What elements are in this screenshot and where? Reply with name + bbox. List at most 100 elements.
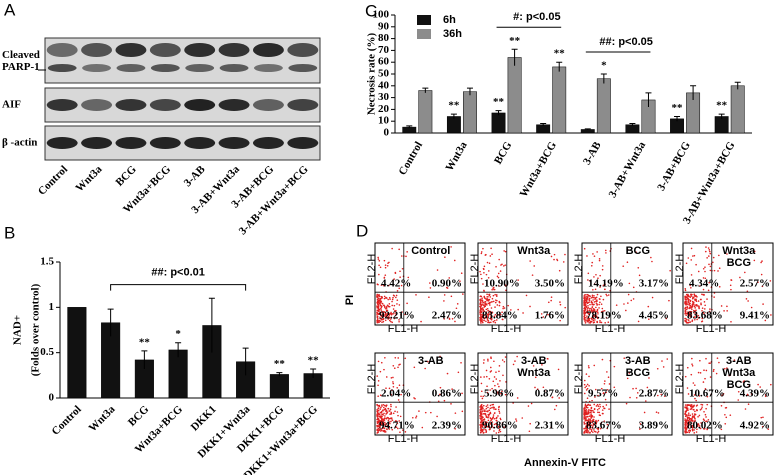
event-dot	[583, 427, 585, 430]
event-dot	[490, 314, 492, 316]
event-dot	[498, 304, 501, 307]
channel-label: FL2-H	[469, 364, 481, 395]
event-dot	[487, 276, 490, 279]
event-dot	[420, 362, 422, 365]
event-dot	[485, 312, 487, 314]
y-tick-label: 70	[378, 44, 390, 56]
event-dot	[587, 430, 590, 432]
plot-frame	[374, 352, 466, 436]
event-dot	[720, 428, 723, 431]
event-dot	[382, 424, 385, 427]
event-dot	[626, 261, 629, 264]
event-dot	[737, 399, 740, 401]
event-dot	[599, 274, 601, 277]
event-dot	[702, 267, 705, 270]
event-dot	[684, 423, 686, 426]
event-dot	[592, 308, 595, 310]
event-dot	[688, 295, 690, 298]
event-dot	[584, 409, 586, 411]
event-dot	[454, 412, 457, 414]
event-dot	[484, 297, 486, 300]
event-dot	[387, 318, 390, 320]
event-dot	[404, 313, 406, 316]
quadrant-value: 0.87%	[535, 388, 565, 400]
event-dot	[625, 402, 628, 405]
event-dot	[487, 270, 490, 272]
event-dot	[481, 313, 483, 316]
event-dot	[487, 320, 490, 322]
event-dot	[757, 281, 759, 284]
event-dot	[593, 283, 596, 285]
event-dot	[479, 414, 481, 417]
event-dot	[696, 428, 698, 431]
error-bar	[511, 48, 518, 66]
event-dot	[586, 309, 589, 312]
event-dot	[380, 415, 383, 417]
event-dot	[593, 276, 595, 278]
event-dot	[720, 305, 723, 307]
plot-frame	[477, 352, 569, 436]
event-dot	[597, 419, 600, 422]
event-dot	[587, 421, 589, 423]
event-dot	[597, 394, 599, 397]
event-dot	[385, 409, 387, 412]
legend-swatch	[417, 15, 431, 25]
event-dot	[388, 421, 391, 423]
event-dot	[488, 425, 491, 427]
event-dot	[395, 420, 398, 422]
event-dot	[486, 293, 488, 296]
event-dot	[598, 258, 601, 260]
event-dot	[695, 309, 697, 312]
event-dot	[666, 358, 669, 360]
event-dot	[490, 422, 492, 424]
event-dot	[689, 299, 692, 302]
event-dot	[587, 317, 590, 319]
event-dot	[485, 298, 487, 300]
event-dot	[481, 297, 483, 300]
event-dot	[687, 414, 690, 416]
event-dot	[744, 271, 746, 274]
event-dot	[585, 426, 587, 428]
event-dot	[455, 307, 458, 310]
event-dot	[693, 416, 695, 419]
event-dot	[481, 320, 483, 322]
event-dot	[482, 315, 484, 317]
significance: **	[716, 100, 728, 112]
event-dot	[386, 425, 388, 427]
event-dot	[482, 412, 485, 415]
event-dot	[534, 386, 536, 389]
event-dot	[377, 407, 380, 410]
event-dot	[522, 312, 524, 314]
event-dot	[499, 270, 502, 272]
y-tick-label: 30	[378, 91, 390, 103]
event-dot	[479, 417, 481, 419]
event-dot	[684, 420, 687, 422]
event-dot	[489, 304, 491, 306]
channel-label: FL1-H	[491, 323, 522, 335]
event-dot	[584, 303, 587, 305]
event-dot	[401, 267, 404, 270]
event-dot	[376, 305, 378, 308]
event-dot	[384, 264, 387, 266]
y-tick-label: 1	[49, 301, 55, 313]
event-dot	[691, 363, 693, 365]
event-dot	[480, 310, 483, 312]
channel-label: FL2-H	[573, 254, 585, 285]
event-dot	[377, 297, 380, 300]
event-dot	[689, 418, 691, 420]
event-dot	[393, 278, 395, 280]
event-dot	[395, 406, 397, 408]
event-dot	[622, 265, 625, 267]
event-dot	[496, 275, 499, 278]
event-dot	[390, 320, 392, 323]
event-dot	[596, 311, 599, 314]
channel-label: FL1-H	[696, 433, 727, 445]
event-dot	[720, 404, 723, 407]
event-dot	[591, 302, 594, 304]
event-dot	[459, 280, 461, 282]
plot-frame	[682, 352, 774, 436]
event-dot	[483, 317, 485, 320]
event-dot	[598, 298, 601, 300]
event-dot	[377, 431, 379, 433]
event-dot	[388, 303, 391, 305]
